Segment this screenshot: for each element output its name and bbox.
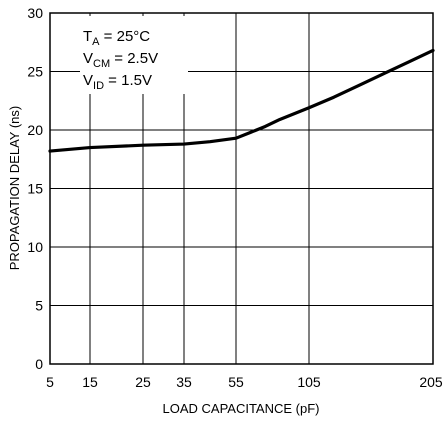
- x-tick-label: 205: [419, 374, 443, 390]
- x-tick-label: 25: [135, 374, 151, 390]
- y-tick-labels: 0 5 10 15 20 25 30: [27, 5, 43, 372]
- y-tick-label: 0: [35, 356, 43, 372]
- y-tick-label: 15: [27, 181, 43, 197]
- x-tick-label: 105: [297, 374, 321, 390]
- series-line: [48, 48, 435, 153]
- x-tick-label: 5: [46, 374, 54, 390]
- annotation-line-3: VID = 1.5V: [83, 72, 152, 92]
- x-tick-label: 15: [82, 374, 98, 390]
- y-tick-label: 10: [27, 239, 43, 255]
- y-tick-label: 30: [27, 5, 43, 21]
- annotation-line-1: TA = 25°C: [83, 28, 150, 48]
- annotation-box: TA = 25°C VCM = 2.5V VID = 1.5V: [80, 16, 188, 94]
- annotation-background: [80, 16, 188, 94]
- y-tick-label: 25: [27, 64, 43, 80]
- annotation-line-2: VCM = 2.5V: [83, 50, 158, 70]
- y-tick-label: 20: [27, 122, 43, 138]
- x-tick-labels: 5 15 25 35 55 105 205: [46, 374, 443, 390]
- y-tick-label: 5: [35, 298, 43, 314]
- x-axis-title: LOAD CAPACITANCE (pF): [163, 401, 320, 416]
- y-axis-title: PROPAGATION DELAY (ns): [7, 106, 22, 270]
- x-tick-label: 35: [176, 374, 192, 390]
- x-tick-label: 55: [228, 374, 244, 390]
- plot-frame: [49, 12, 434, 365]
